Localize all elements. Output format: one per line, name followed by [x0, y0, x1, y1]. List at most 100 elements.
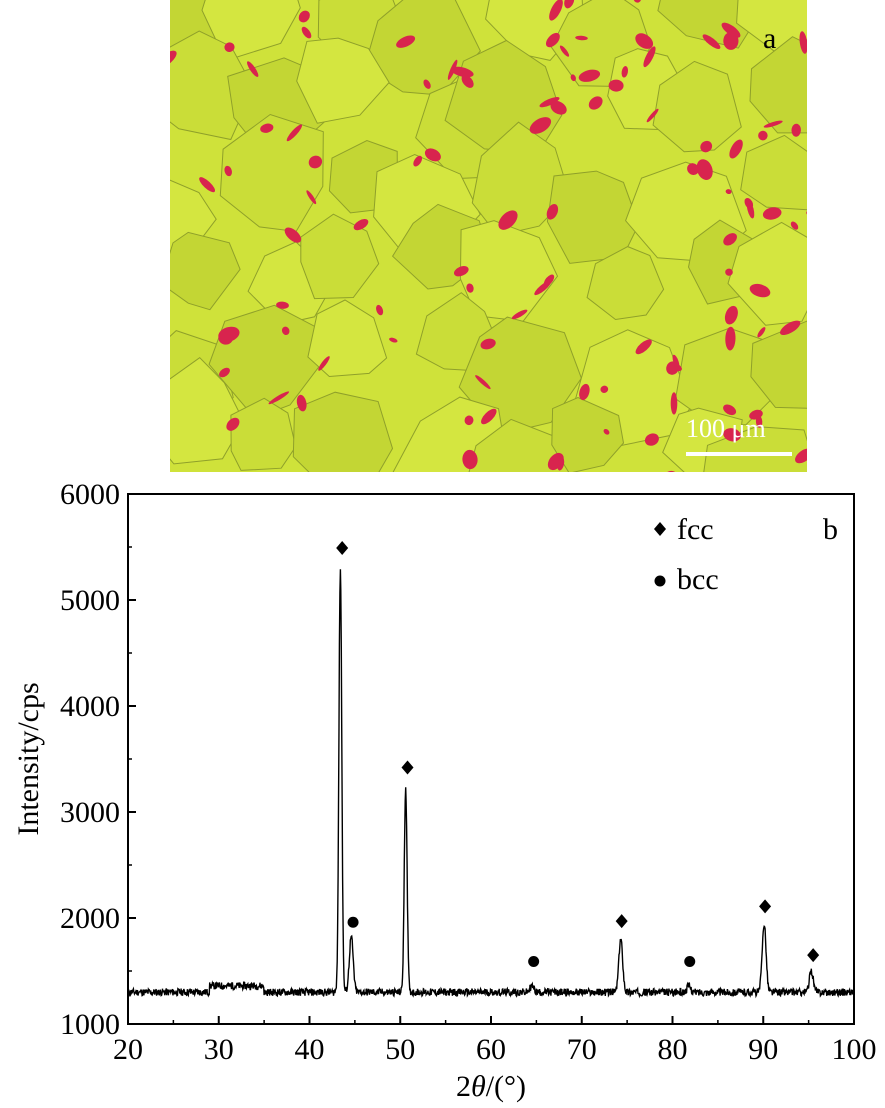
particle	[450, 66, 474, 78]
particle	[318, 356, 330, 371]
grain	[230, 397, 297, 471]
y-tick-label: 2000	[60, 902, 120, 935]
particle	[546, 203, 559, 220]
particle	[749, 409, 763, 420]
particle	[603, 428, 610, 435]
panel-label-a: a	[763, 22, 777, 55]
micrograph-panel	[170, 0, 807, 472]
particle	[588, 96, 603, 110]
particle	[644, 433, 659, 446]
particle	[281, 326, 290, 336]
scale-bar	[686, 452, 792, 456]
grain	[749, 36, 807, 134]
particle	[795, 448, 807, 464]
particle	[550, 100, 567, 115]
particle	[199, 177, 216, 193]
particle	[633, 0, 642, 3]
grain	[170, 357, 245, 465]
x-tick-label: 20	[113, 1033, 143, 1066]
particle	[219, 367, 230, 378]
x-tick-label: 100	[832, 1033, 877, 1066]
bcc-marker	[684, 955, 696, 967]
particle	[461, 74, 474, 88]
particle	[725, 189, 732, 195]
particle	[763, 120, 783, 128]
particle	[413, 155, 423, 167]
particle	[247, 61, 259, 77]
scale-bar-label: 100 μm	[686, 414, 766, 443]
particle	[600, 385, 609, 393]
particle	[298, 10, 310, 23]
y-tick-label: 5000	[60, 584, 120, 617]
fcc-marker	[615, 914, 628, 929]
particle	[696, 159, 713, 180]
particle	[170, 50, 177, 68]
legend-label-fcc: fcc	[677, 513, 714, 546]
grain	[292, 391, 394, 472]
particle	[670, 392, 678, 415]
grain	[170, 231, 241, 311]
particle	[539, 97, 560, 108]
particle	[453, 266, 469, 277]
particle	[643, 46, 656, 68]
particle	[226, 417, 240, 431]
particle	[725, 326, 736, 351]
particle	[559, 45, 570, 57]
legend-bcc-symbol	[654, 575, 666, 587]
particle	[791, 123, 801, 137]
legend-label-bcc: bcc	[677, 563, 719, 596]
fcc-marker	[759, 899, 772, 914]
particle	[570, 74, 576, 82]
particle	[790, 221, 799, 230]
grain	[296, 37, 390, 124]
particle	[306, 190, 317, 205]
particle	[549, 0, 563, 21]
particle	[758, 130, 768, 141]
particle	[780, 320, 801, 336]
particle	[578, 69, 601, 82]
particle	[464, 415, 474, 426]
x-tick-label: 30	[204, 1033, 234, 1066]
particle	[260, 123, 274, 133]
legend-fcc-symbol	[654, 522, 666, 536]
particle	[396, 35, 416, 48]
particle	[646, 108, 659, 123]
particle	[218, 326, 240, 342]
xrd-chart: 20 30 40 50 60 70 80 90 100 1000 2000 3000 4000 5000 6…	[12, 478, 877, 1103]
plot-frame	[127, 493, 855, 1025]
chart-axes: 20 30 40 50 60 70 80 90 100 1000 2000 3000 4000 5000 6…	[60, 478, 877, 1066]
particle	[723, 428, 741, 442]
particle	[635, 33, 654, 49]
y-axis-title: Intensity/cps	[12, 682, 45, 835]
particle	[475, 375, 491, 390]
particle	[276, 301, 289, 309]
particle	[423, 79, 431, 89]
fcc-marker	[807, 948, 820, 963]
particle	[621, 66, 629, 78]
x-tick-label: 50	[385, 1033, 415, 1066]
panel-label-b: b	[823, 513, 838, 546]
particle	[723, 233, 737, 246]
particle	[723, 404, 737, 416]
particle	[725, 268, 733, 276]
grain	[471, 121, 570, 237]
x-tick-label: 90	[748, 1033, 778, 1066]
x-axis-title: 2θ/(°)	[456, 1070, 526, 1103]
particle	[724, 305, 738, 325]
grain	[740, 134, 807, 211]
particle	[762, 207, 782, 220]
peak-markers	[336, 541, 820, 967]
particle	[462, 449, 478, 470]
bcc-marker	[528, 955, 540, 967]
fcc-marker	[336, 541, 349, 556]
x-tick-label: 60	[476, 1033, 506, 1066]
particle	[308, 155, 323, 169]
grain	[551, 397, 625, 472]
particle	[447, 59, 458, 80]
particle	[498, 210, 518, 230]
particle	[749, 283, 771, 298]
particle	[424, 148, 441, 162]
particle	[286, 124, 303, 142]
particles	[170, 0, 807, 472]
xrd-series-line	[127, 569, 855, 999]
